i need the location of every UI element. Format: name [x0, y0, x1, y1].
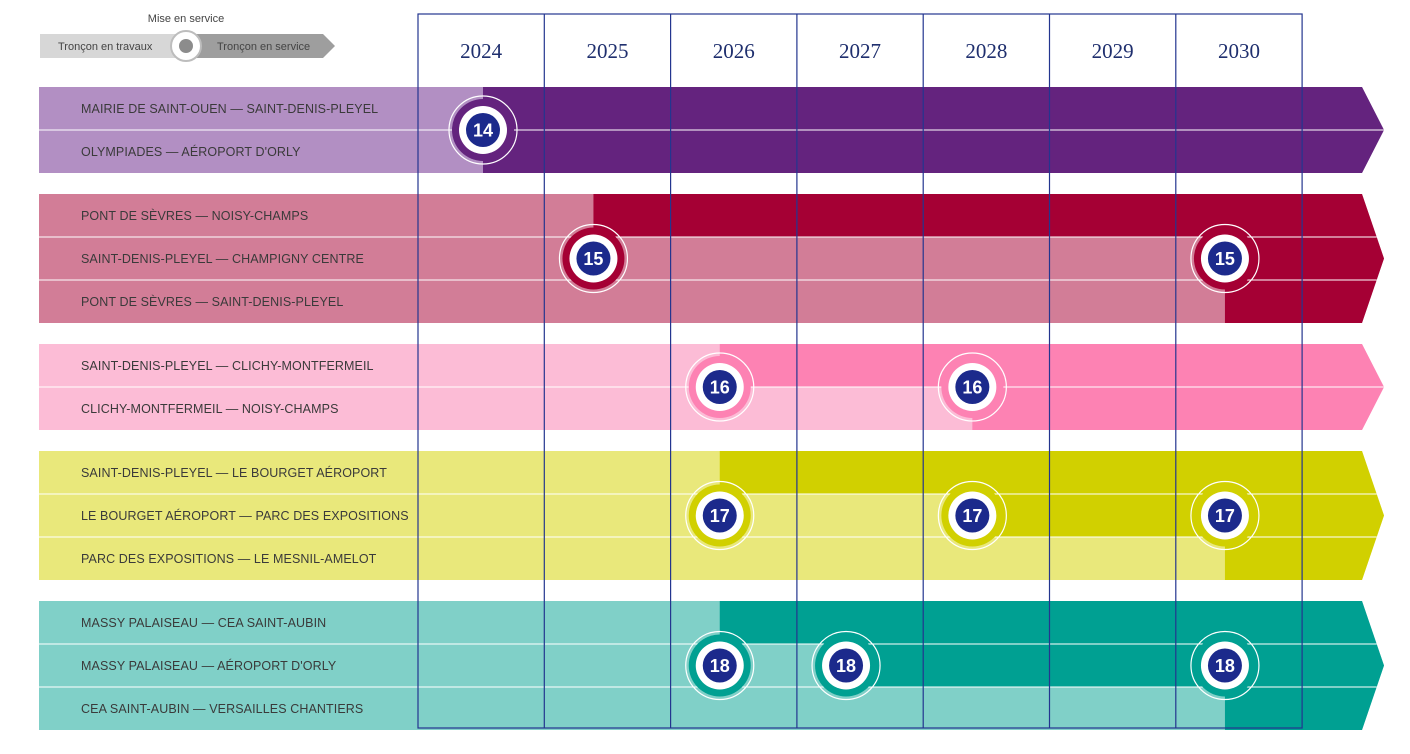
line-band-17 [39, 451, 1384, 580]
badge-number: 16 [710, 378, 730, 398]
legend-in-service-arrow [186, 34, 335, 58]
badge-number: 18 [836, 656, 856, 676]
commissioning-badges: 14 15 15 16 16 17 17 17 18 18 18 [448, 95, 1260, 701]
segment-label-17-1: SAINT-DENIS-PLEYEL — LE BOURGET AÉROPORT [81, 465, 387, 480]
badge-outer-ring [937, 352, 1007, 422]
line-badge-16: 16 [685, 352, 755, 422]
badge-number: 18 [710, 656, 730, 676]
legend-under-construction-label: Tronçon en travaux [58, 41, 153, 53]
badge-disc [466, 113, 500, 147]
line-badge-14: 14 [448, 95, 518, 165]
year-label-2029: 2029 [1092, 39, 1134, 63]
badge-disc [702, 498, 737, 533]
segment-in-service-14-2 [483, 130, 1384, 173]
badge-outer-ring [1190, 223, 1260, 294]
segment-label-14-1: MAIRIE DE SAINT-OUEN — SAINT-DENIS-PLEYE… [81, 102, 378, 116]
legend: Mise en service Tronçon en travaux Tronç… [40, 13, 335, 62]
badge-disc [955, 370, 990, 404]
line-badge-17: 17 [1190, 480, 1260, 551]
year-grid-frame [417, 13, 1303, 729]
segment-label-18-2: MASSY PALAISEAU — AÉROPORT D'ORLY [81, 658, 337, 673]
segment-in-service-15-1 [593, 194, 1384, 237]
segment-label-14-2: OLYMPIADES — AÉROPORT D'ORLY [81, 144, 301, 159]
segment-in-service-16-2 [972, 387, 1384, 430]
year-label-2028: 2028 [965, 39, 1007, 63]
segment-label-18-1: MASSY PALAISEAU — CEA SAINT-AUBIN [81, 616, 326, 630]
segment-in-service-17-3 [1224, 537, 1384, 580]
line-band-14 [39, 87, 1384, 173]
segment-in-service-16-1 [719, 344, 1384, 387]
badge-disc [702, 370, 737, 404]
segment-label-18-3: CEA SAINT-AUBIN — VERSAILLES CHANTIERS [81, 702, 363, 716]
segment-in-service-17-2 [972, 494, 1384, 537]
line-badge-18: 18 [811, 630, 881, 701]
badge-outer-ring [1190, 630, 1260, 701]
badge-disc [576, 241, 611, 276]
segment-in-service-18-1 [719, 601, 1384, 644]
segment-label-16-2: CLICHY-MONTFERMEIL — NOISY-CHAMPS [81, 402, 339, 416]
badge-outer-ring [448, 95, 518, 165]
segment-label-15-2: SAINT-DENIS-PLEYEL — CHAMPIGNY CENTRE [81, 252, 364, 266]
line-badge-15: 15 [1190, 223, 1260, 294]
badge-outer-ring [685, 352, 755, 422]
year-label-2030: 2030 [1218, 39, 1260, 63]
legend-under-construction-arrow [40, 34, 186, 58]
badge-disc [829, 648, 864, 683]
segment-in-service-14-1 [483, 87, 1384, 130]
segment-label-15-3: PONT DE SÈVRES — SAINT-DENIS-PLEYEL [81, 294, 343, 309]
badge-outer-ring [685, 630, 755, 701]
segment-in-service-17-1 [719, 451, 1384, 494]
segment-label-16-1: SAINT-DENIS-PLEYEL — CLICHY-MONTFERMEIL [81, 359, 374, 373]
badge-number: 16 [962, 378, 982, 398]
line-badge-18: 18 [1190, 630, 1260, 701]
line-badge-15: 15 [558, 223, 629, 294]
badge-number: 17 [962, 506, 982, 526]
badge-disc [1207, 648, 1242, 683]
legend-in-service-label: Tronçon en service [217, 41, 310, 53]
year-label-2027: 2027 [839, 39, 881, 63]
badge-outer-ring [685, 480, 755, 551]
year-grid: 2024 2025 2026 2027 2028 2029 2030 [417, 13, 1303, 729]
line-badge-17: 17 [937, 480, 1007, 551]
badge-outer-ring [1190, 480, 1260, 551]
badge-disc [1207, 498, 1242, 533]
line-badge-18: 18 [685, 630, 755, 701]
segment-in-service-15-3 [1224, 280, 1384, 323]
year-label-2026: 2026 [713, 39, 755, 63]
badge-disc [1207, 241, 1242, 276]
legend-commissioning-label: Mise en service [148, 13, 224, 25]
badge-disc [955, 498, 990, 533]
badge-number: 17 [1215, 506, 1235, 526]
segment-in-service-18-3 [1224, 687, 1384, 730]
line-band-18 [39, 601, 1384, 730]
segment-label-17-3: PARC DES EXPOSITIONS — LE MESNIL-AMELOT [81, 552, 377, 566]
segment-labels: MAIRIE DE SAINT-OUEN — SAINT-DENIS-PLEYE… [81, 102, 409, 716]
badge-number: 14 [473, 121, 493, 141]
badge-number: 15 [583, 249, 603, 269]
badge-number: 18 [1215, 656, 1235, 676]
badge-outer-ring [937, 480, 1007, 551]
badge-number: 15 [1215, 249, 1235, 269]
year-label-2024: 2024 [460, 39, 503, 63]
badge-outer-ring [811, 630, 881, 701]
line-badge-17: 17 [685, 480, 755, 551]
segment-in-service-18-2 [846, 644, 1384, 687]
segment-label-15-1: PONT DE SÈVRES — NOISY-CHAMPS [81, 208, 308, 223]
badge-disc [702, 648, 737, 683]
badge-outer-ring [558, 223, 629, 294]
badge-number: 17 [710, 506, 730, 526]
year-label-2025: 2025 [586, 39, 628, 63]
segment-label-17-2: LE BOURGET AÉROPORT — PARC DES EXPOSITIO… [81, 508, 409, 523]
line-badge-16: 16 [937, 352, 1007, 422]
legend-commissioning-dot [179, 39, 193, 53]
